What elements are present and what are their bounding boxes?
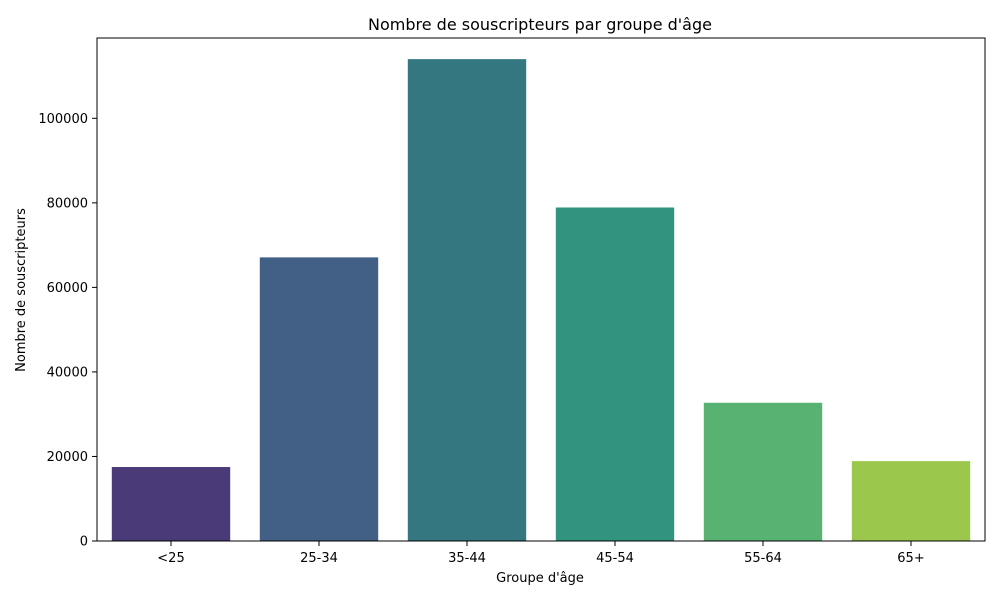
x-axis-label: Groupe d'âge bbox=[496, 571, 584, 586]
bars-group bbox=[111, 59, 971, 541]
y-ticks-group: 0 20000 40000 60000 80000 100000 bbox=[38, 112, 97, 550]
bar-0 bbox=[111, 467, 231, 541]
bar-4 bbox=[703, 402, 823, 541]
bar-5 bbox=[851, 461, 971, 541]
y-axis-label: Nombre de souscripteurs bbox=[14, 208, 29, 372]
bar-3 bbox=[555, 207, 675, 541]
chart-title: Nombre de souscripteurs par groupe d'âge bbox=[368, 15, 712, 34]
x-tick-label-1: 25-34 bbox=[300, 551, 338, 566]
y-tick-label-0: 0 bbox=[80, 535, 88, 550]
plot-frame bbox=[96, 37, 986, 542]
x-tick-label-0: <25 bbox=[157, 551, 184, 566]
x-ticks-group: <25 25-34 35-44 45-54 55-64 65+ bbox=[157, 541, 925, 566]
y-tick-label-1: 20000 bbox=[47, 450, 88, 465]
y-tick-label-2: 40000 bbox=[47, 365, 88, 380]
bar-2 bbox=[407, 59, 527, 541]
y-tick-label-3: 60000 bbox=[47, 281, 88, 296]
bar-1 bbox=[259, 257, 379, 541]
x-tick-label-2: 35-44 bbox=[448, 551, 486, 566]
x-tick-label-4: 55-64 bbox=[744, 551, 782, 566]
y-tick-label-5: 100000 bbox=[38, 112, 88, 127]
x-tick-label-3: 45-54 bbox=[596, 551, 634, 566]
y-tick-label-4: 80000 bbox=[47, 196, 88, 211]
x-tick-label-5: 65+ bbox=[897, 551, 924, 566]
